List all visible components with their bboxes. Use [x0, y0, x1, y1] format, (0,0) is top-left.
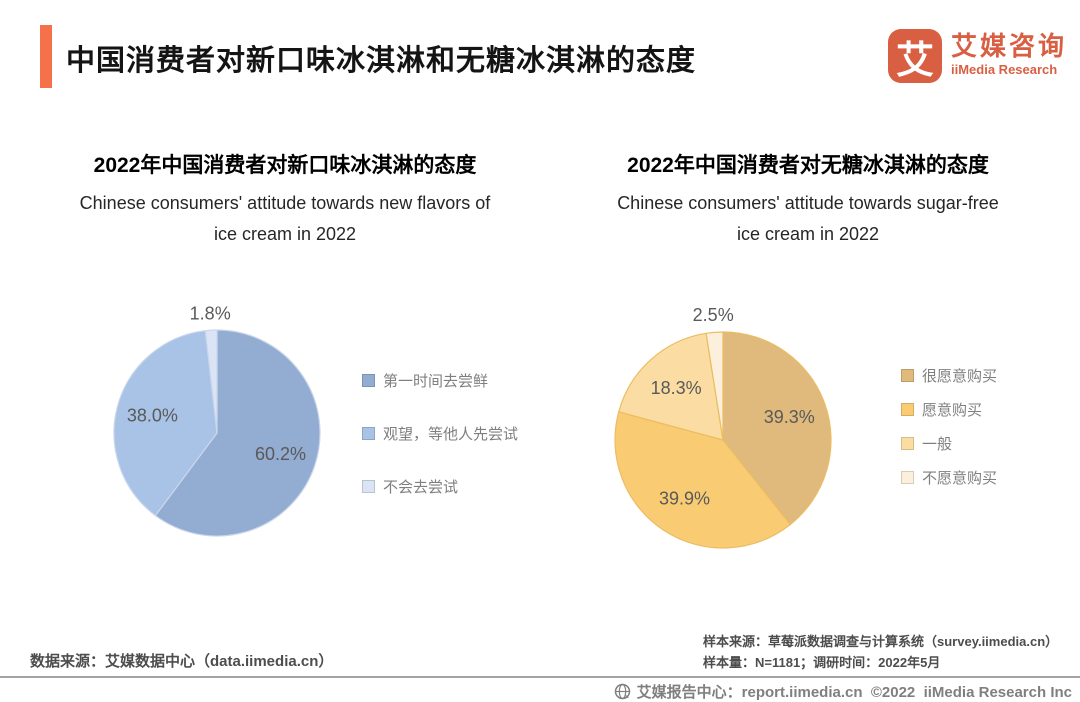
chart-title-cn: 2022年中国消费者对无糖冰淇淋的态度 — [627, 154, 989, 177]
legend-item: 不愿意购买 — [901, 466, 997, 488]
logo-name-cn: 艾媒咨询 — [951, 31, 1068, 61]
pie-slice — [113, 330, 218, 517]
legend-item: 很愿意购买 — [901, 364, 997, 386]
logo-text: 艾媒咨询 iiMedia Research — [951, 29, 1067, 78]
globe-icon — [614, 683, 630, 700]
legend-swatch — [901, 368, 914, 382]
pie-value-label: 2.5% — [693, 305, 734, 325]
footer-divider — [0, 676, 1080, 678]
legend-item: 一般 — [901, 432, 997, 454]
legend-swatch — [901, 436, 914, 450]
chart-title-cn: 2022年中国消费者对新口味冰淇淋的态度 — [93, 154, 477, 177]
legend-item: 不会去尝试 — [362, 475, 518, 497]
logo-name-en: iiMedia Research — [951, 62, 1058, 77]
legend-new-flavor: 第一时间去尝鲜观望，等他人先尝试 不会去尝试 — [362, 369, 518, 528]
pie-value-label: 18.3% — [651, 378, 702, 398]
pie-slice — [614, 411, 791, 549]
sample-source-line2: 样本量：N=1181；调研时间：2022年5月 — [703, 655, 941, 670]
pie-slice — [204, 329, 218, 434]
pie-slice — [154, 329, 321, 537]
footer: 艾媒报告中心：report.iimedia.cn ©2022 iiMedia R… — [614, 681, 1072, 702]
iimedia-logo: 艾 艾媒咨询 iiMedia Research — [888, 29, 1067, 83]
chart-heading-sugar-free: 2022年中国消费者对无糖冰淇淋的态度 Chinese consumers' a… — [548, 153, 1068, 250]
sample-source-note: 样本来源：草莓派数据调查与计算系统（survey.iimedia.cn） 样本量… — [703, 631, 1058, 673]
pie-value-label: 38.0% — [127, 406, 178, 426]
legend-sugar-free: 很愿意购买愿意购买一般不愿意购买 — [901, 364, 997, 500]
pie-chart-new-flavor: 60.2% 38.0% 1.8% — [113, 304, 321, 537]
legend-label: 不会去尝试 — [383, 478, 459, 496]
page-title: 中国消费者对新口味冰淇淋和无糖冰淇淋的态度 — [66, 45, 697, 77]
chart-title-en-line1: Chinese consumers' attitude towards suga… — [617, 193, 999, 213]
footer-text: 艾媒报告中心：report.iimedia.cn ©2022 iiMedia R… — [636, 684, 1072, 701]
legend-label: 很愿意购买 — [922, 367, 998, 385]
chart-title-en-line2: ice cream in 2022 — [736, 224, 880, 244]
legend-item: 第一时间去尝鲜 — [362, 369, 518, 391]
iimedia-logo-icon: 艾 — [888, 29, 942, 83]
legend-swatch — [901, 402, 914, 416]
sample-source-line1: 样本来源：草莓派数据调查与计算系统（survey.iimedia.cn） — [703, 634, 1059, 649]
data-source-note: 数据来源：艾媒数据中心（data.iimedia.cn） — [30, 653, 334, 670]
pie-value-label: 39.9% — [659, 489, 710, 509]
chart-title-en-line2: ice cream in 2022 — [213, 224, 357, 244]
pie-chart-sugar-free: 39.3% 39.9% 18.3% 2.5% — [614, 305, 832, 549]
chart-title-en-line1: Chinese consumers' attitude towards new … — [79, 193, 491, 213]
legend-label: 愿意购买 — [922, 401, 983, 419]
pie-value-label: 60.2% — [255, 444, 306, 464]
pie-slice — [618, 332, 724, 441]
legend-swatch — [362, 479, 375, 493]
title-accent-bar — [40, 25, 52, 88]
legend-swatch — [362, 426, 375, 440]
legend-swatch — [901, 470, 914, 484]
chart-heading-new-flavor: 2022年中国消费者对新口味冰淇淋的态度 Chinese consumers' … — [25, 153, 545, 250]
pie-value-label: 1.8% — [190, 304, 231, 324]
logo-glyph: 艾 — [895, 39, 934, 82]
legend-label: 观望，等他人先尝试 — [383, 425, 519, 443]
legend-label: 不愿意购买 — [922, 469, 998, 487]
legend-item: 观望，等他人先尝试 — [362, 422, 518, 444]
legend-swatch — [362, 373, 375, 387]
legend-item: 愿意购买 — [901, 398, 997, 420]
pie-slice — [722, 331, 832, 526]
pie-value-label: 39.3% — [764, 407, 815, 427]
legend-label: 一般 — [922, 435, 953, 453]
legend-label: 第一时间去尝鲜 — [383, 372, 489, 390]
pie-slice — [705, 331, 724, 441]
